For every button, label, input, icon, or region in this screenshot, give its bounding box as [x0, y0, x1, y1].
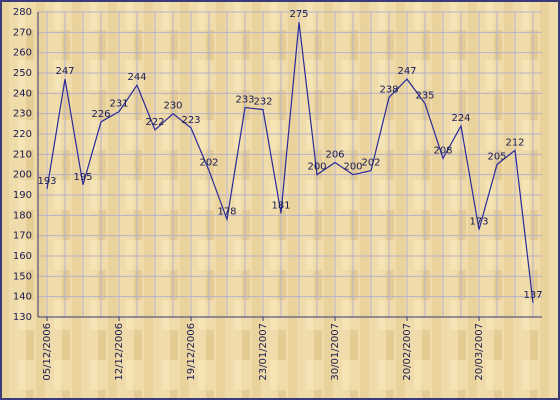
value-label: 193	[37, 176, 56, 187]
value-label: 200	[343, 162, 362, 173]
y-tick-label: 150	[13, 271, 32, 282]
value-label: 232	[253, 97, 272, 108]
value-label: 238	[379, 84, 398, 95]
x-tick-label: 12/12/2006	[114, 323, 125, 381]
value-label: 137	[523, 290, 542, 301]
value-label: 195	[73, 172, 92, 183]
value-label: 181	[271, 200, 290, 211]
y-tick-label: 170	[13, 231, 32, 242]
y-tick-label: 180	[13, 210, 32, 221]
x-tick-label: 20/02/2007	[402, 323, 413, 381]
value-label: 247	[397, 66, 416, 77]
value-label: 224	[451, 113, 470, 124]
y-tick-label: 140	[13, 292, 32, 303]
value-label: 178	[217, 206, 236, 217]
value-label: 275	[289, 9, 308, 20]
y-tick-label: 280	[13, 7, 32, 18]
value-label: 206	[325, 149, 344, 160]
value-label: 202	[199, 158, 218, 169]
x-tick-label: 30/01/2007	[330, 323, 341, 381]
x-tick-label: 20/03/2007	[474, 323, 485, 381]
line	[46, 22, 534, 303]
y-tick-label: 230	[13, 109, 32, 120]
value-label: 200	[307, 162, 326, 173]
y-tick-label: 250	[13, 68, 32, 79]
value-label: 231	[109, 99, 128, 110]
y-tick-label: 220	[13, 129, 32, 140]
y-tick-label: 210	[13, 149, 32, 160]
value-label: 233	[235, 95, 254, 106]
value-label: 230	[163, 101, 182, 112]
y-tick-label: 200	[13, 170, 32, 181]
value-label: 205	[487, 152, 506, 163]
value-label: 222	[145, 117, 164, 128]
y-tick-label: 160	[13, 251, 32, 262]
y-tick-label: 270	[13, 27, 32, 38]
value-label: 247	[55, 66, 74, 77]
x-tick-label: 19/12/2006	[186, 323, 197, 381]
value-label: 223	[181, 115, 200, 126]
value-label: 235	[415, 91, 434, 102]
x-tick-label: 05/12/2006	[42, 323, 53, 381]
value-label: 226	[91, 109, 110, 120]
value-label: 212	[505, 137, 524, 148]
value-label: 202	[361, 158, 380, 169]
y-tick-label: 240	[13, 88, 32, 99]
value-label: 173	[469, 217, 488, 228]
x-tick-label: 23/01/2007	[258, 323, 269, 381]
y-tick-label: 130	[13, 312, 32, 323]
value-label: 244	[127, 72, 146, 83]
y-tick-label: 260	[13, 48, 32, 59]
y-tick-label: 190	[13, 190, 32, 201]
value-label: 208	[433, 145, 452, 156]
